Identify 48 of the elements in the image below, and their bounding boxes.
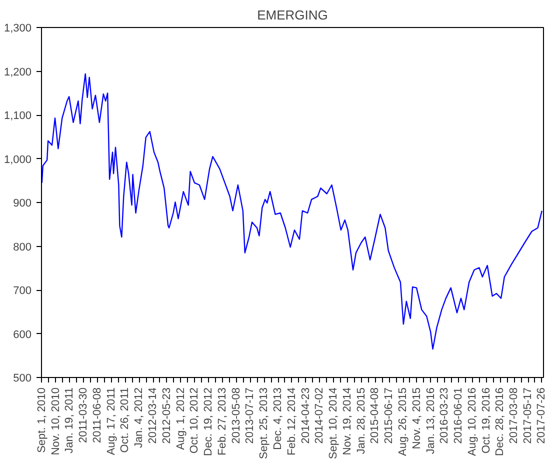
y-tick-label: 700 [13, 285, 32, 297]
x-tick-label: 2017-05-17 [522, 387, 534, 444]
x-tick-label: Dec. 4, 2013 [272, 388, 284, 450]
x-tick-label: 2015-04-08 [369, 387, 382, 444]
x-tick-label: Nov. 4, 2015 [410, 387, 423, 450]
x-tick-label: Oct. 10, 2012 [188, 387, 201, 454]
x-tick-label: 2013-07-17 [244, 387, 256, 444]
y-tick-label: 600 [13, 328, 32, 341]
x-tick-label: Aug. 26, 2015 [397, 387, 410, 456]
x-tick-label: Aug. 17, 2011 [105, 388, 118, 456]
y-tick-label: 800 [13, 241, 32, 254]
y-tick-label: 500 [13, 372, 32, 384]
x-tick-label: Jan. 28, 2015 [355, 387, 368, 454]
x-tick-label: 2017-03-08 [508, 387, 520, 444]
line-series [42, 73, 543, 350]
x-tick-label: 2014-07-02 [314, 387, 326, 444]
x-tick-label: Dec. 19, 2012 [202, 387, 215, 456]
x-tick-label: Oct. 26, 2011 [119, 387, 132, 453]
x-tick-label: 2016-06-01 [452, 387, 465, 444]
y-tick-label: 900 [13, 198, 32, 210]
x-tick-label: 2011-06-08 [91, 388, 104, 443]
y-tick-label: 1,300 [4, 22, 32, 34]
x-tick-label: Jan. 4, 2012 [133, 387, 146, 448]
x-tick-label: Jan. 19, 2011 [64, 387, 76, 454]
x-tick-label: Sept. 10, 2014 [328, 387, 340, 460]
x-tick-label: Sept. 25, 2013 [258, 387, 270, 460]
x-tick-label: Nov. 19, 2014 [341, 387, 354, 456]
x-tick-label: 2013-05-08 [230, 387, 242, 444]
x-tick-label: 2016-03-23 [438, 387, 451, 444]
y-tick-label: 1,100 [4, 110, 32, 122]
x-tick-label: 2017-07-26 [536, 387, 547, 444]
y-tick-label: 1,000 [4, 154, 32, 166]
x-tick-label: Jan. 13, 2016 [424, 387, 437, 454]
x-tick-label: Oct. 19, 2016 [480, 387, 492, 454]
y-tick-label: 1,200 [4, 66, 32, 78]
x-tick-label: Aug. 1, 2012 [174, 387, 187, 450]
x-tick-label: Feb. 27, 2013 [216, 387, 228, 456]
x-tick-label: Feb. 12, 2014 [286, 387, 298, 456]
x-tick-label: Sept. 1, 2010 [36, 387, 48, 453]
x-tick-label: 2012-05-23 [160, 387, 173, 444]
x-tick-label: 2011-03-30 [78, 388, 90, 443]
x-tick-label: Nov. 10, 2010 [50, 387, 62, 456]
x-tick-label: 2012-03-14 [147, 387, 160, 444]
x-tick-label: 2015-06-17 [383, 387, 396, 444]
x-tick-label: 2014-04-23 [300, 387, 312, 444]
chart-title: EMERGING [257, 8, 328, 22]
x-tick-label: Dec. 28, 2016 [494, 387, 506, 456]
x-tick-label: Aug. 10, 2016 [466, 387, 478, 456]
